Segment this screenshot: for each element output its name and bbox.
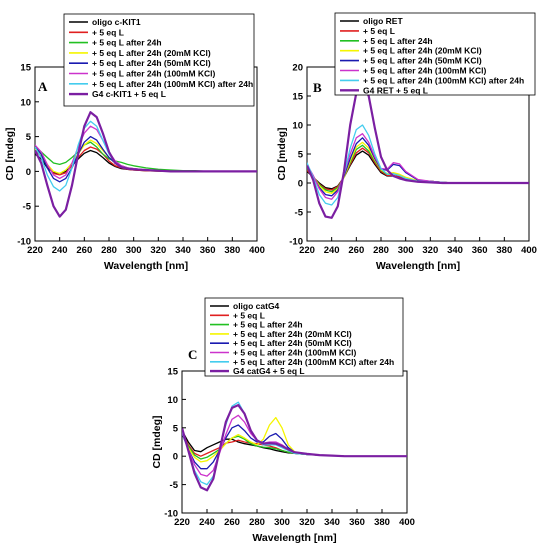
x-tick-label: 300 <box>398 245 414 256</box>
legend-entry: + 5 eq L after 24h (100mM KCl) after 24h <box>363 75 524 85</box>
x-tick-label: 240 <box>199 517 215 528</box>
x-axis-title: Wavelength [nm] <box>252 532 336 544</box>
legend-entry: G4 catG4 + 5 eq L <box>233 366 305 376</box>
legend-entry: + 5 eq L after 24h (100mM KCl) after 24h <box>92 79 253 89</box>
x-tick-label: 320 <box>299 517 315 528</box>
y-axis-title: CD [mdeg] <box>4 127 16 180</box>
x-tick-label: 340 <box>175 245 191 256</box>
x-tick-label: 260 <box>76 245 92 256</box>
panel-letter: C <box>188 347 197 362</box>
x-tick-label: 360 <box>472 245 488 256</box>
y-tick-label: 20 <box>292 63 303 74</box>
legend-box <box>204 297 404 377</box>
x-tick-label: 380 <box>374 517 390 528</box>
x-tick-label: 400 <box>399 517 415 528</box>
x-tick-label: 280 <box>373 245 389 256</box>
legend-entry: + 5 eq L after 24h (100mM KCl) after 24h <box>233 357 394 367</box>
y-tick-label: -5 <box>295 208 304 219</box>
legend-entry: + 5 eq L <box>363 26 395 36</box>
series-group <box>35 111 257 218</box>
legend-entry: G4 RET + 5 eq L <box>363 85 428 95</box>
series-group <box>182 401 407 492</box>
x-tick-label: 320 <box>422 245 438 256</box>
x-tick-label: 400 <box>249 245 265 256</box>
x-tick-label: 380 <box>496 245 512 256</box>
y-axis-title: CD [mdeg] <box>276 127 288 180</box>
legend-entry: oligo c-KIT1 <box>92 17 141 27</box>
legend-entry: + 5 eq L after 24h (20mM KCl) <box>363 46 482 56</box>
legend-entry: + 5 eq L after 24h (50mM KCl) <box>363 56 482 66</box>
x-tick-label: 400 <box>521 245 537 256</box>
y-tick-label: 10 <box>20 97 31 108</box>
series-line <box>35 120 257 192</box>
series-group <box>307 82 529 219</box>
x-tick-label: 280 <box>249 517 265 528</box>
x-tick-label: 240 <box>324 245 340 256</box>
legend-entry: + 5 eq L <box>92 27 124 37</box>
panel-letter: A <box>38 79 48 94</box>
x-tick-label: 360 <box>200 245 216 256</box>
y-tick-label: 15 <box>20 63 31 74</box>
y-tick-label: 10 <box>167 395 178 406</box>
y-tick-label: 0 <box>173 452 178 463</box>
legend-entry: oligo RET <box>363 16 403 26</box>
legend-box <box>63 13 255 107</box>
panel-letter: B <box>313 80 322 95</box>
legend-entry: + 5 eq L after 24h <box>363 36 433 46</box>
x-axis-title: Wavelength [nm] <box>376 260 460 272</box>
legend-entry: G4 c-KIT1 + 5 eq L <box>92 89 166 99</box>
x-tick-label: 220 <box>27 245 43 256</box>
y-tick-label: 10 <box>292 121 303 132</box>
legend-entry: + 5 eq L after 24h (50mM KCl) <box>233 338 352 348</box>
x-axis-title: Wavelength [nm] <box>104 260 188 272</box>
series-line <box>35 111 257 218</box>
legend-entry: + 5 eq L <box>233 310 265 320</box>
series-line <box>35 135 257 183</box>
panel-c: 220 240 260 280 300 320 340 360 380 400 -10 -5 0 5 10 1… <box>151 297 415 544</box>
panel-a: 220 240 260 280 300 320 340 360 380 400 -10 -5 0 5 10 1… <box>4 13 265 272</box>
plot-frame <box>181 370 408 514</box>
y-tick-label: -5 <box>23 202 32 213</box>
y-tick-label: 0 <box>298 179 303 190</box>
legend-entry: + 5 eq L after 24h (20mM KCl) <box>92 48 211 58</box>
legend-entry: + 5 eq L after 24h (20mM KCl) <box>233 329 352 339</box>
y-tick-label: 0 <box>26 167 31 178</box>
series-line <box>182 404 407 492</box>
panel-b: 220 240 260 280 300 320 340 360 380 400 -10 -5 0 5 10 1… <box>276 12 537 272</box>
legend-box <box>334 12 536 96</box>
y-tick-label: 15 <box>167 367 178 378</box>
x-tick-label: 260 <box>348 245 364 256</box>
legend-entry: + 5 eq L after 24h (100mM KCl) <box>92 69 216 79</box>
x-tick-label: 260 <box>224 517 240 528</box>
y-tick-label: 15 <box>292 92 303 103</box>
y-tick-label: 5 <box>298 150 304 161</box>
series-line <box>307 82 529 219</box>
legend-entry: oligo catG4 <box>233 301 280 311</box>
y-tick-label: -10 <box>289 237 303 248</box>
y-tick-label: -5 <box>170 480 179 491</box>
legend-entry: + 5 eq L after 24h <box>92 38 162 48</box>
x-tick-label: 380 <box>224 245 240 256</box>
x-tick-label: 240 <box>52 245 68 256</box>
x-tick-label: 340 <box>447 245 463 256</box>
x-tick-label: 300 <box>126 245 142 256</box>
x-tick-label: 280 <box>101 245 117 256</box>
x-tick-label: 360 <box>349 517 365 528</box>
legend-entry: + 5 eq L after 24h (50mM KCl) <box>92 58 211 68</box>
y-tick-label: 5 <box>173 423 179 434</box>
y-tick-label: -10 <box>17 237 31 248</box>
x-tick-label: 300 <box>274 517 290 528</box>
legend-entry: + 5 eq L after 24h <box>233 320 303 330</box>
x-tick-label: 220 <box>299 245 315 256</box>
y-axis-title: CD [mdeg] <box>151 415 163 468</box>
y-tick-label: -10 <box>164 509 178 520</box>
x-tick-label: 340 <box>324 517 340 528</box>
x-tick-label: 320 <box>150 245 166 256</box>
legend-entry: + 5 eq L after 24h (100mM KCl) <box>363 66 487 76</box>
x-tick-label: 220 <box>174 517 190 528</box>
legend-entry: + 5 eq L after 24h (100mM KCl) <box>233 348 357 358</box>
y-tick-label: 5 <box>26 132 32 143</box>
